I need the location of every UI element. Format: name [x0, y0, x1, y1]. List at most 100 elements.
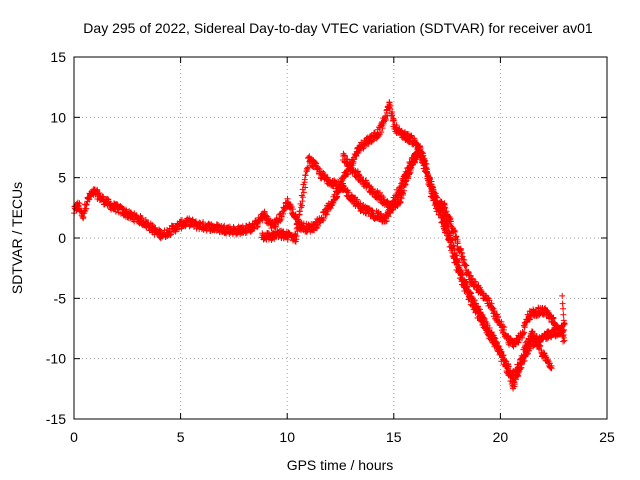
- data-point: [419, 154, 426, 161]
- data-point: [458, 250, 465, 257]
- data-point: [560, 334, 567, 341]
- data-point: [411, 158, 418, 165]
- data-point: [488, 331, 495, 338]
- data-point: [437, 208, 444, 215]
- data-point: [100, 193, 107, 200]
- data-point: [349, 162, 356, 169]
- data-point: [500, 326, 507, 333]
- data-point: [438, 215, 445, 222]
- data-point: [457, 245, 464, 252]
- data-point: [387, 103, 394, 110]
- series-tertiary-track: [339, 144, 568, 392]
- data-point: [302, 184, 309, 191]
- data-point: [83, 201, 90, 208]
- data-point: [521, 329, 528, 336]
- data-point: [466, 272, 473, 279]
- y-tick-label: 0: [58, 230, 66, 246]
- data-point: [433, 203, 440, 210]
- data-point: [559, 300, 566, 307]
- data-point: [408, 132, 415, 139]
- data-point: [520, 330, 527, 337]
- data-point: [461, 280, 468, 287]
- data-point: [439, 219, 446, 226]
- data-point: [315, 222, 322, 229]
- data-point: [377, 210, 384, 217]
- x-tick-label: 25: [599, 429, 615, 445]
- data-point: [499, 352, 506, 359]
- data-point: [306, 153, 313, 160]
- data-point: [561, 326, 568, 333]
- x-tick-label: 5: [177, 429, 185, 445]
- data-point: [380, 194, 387, 201]
- data-point: [449, 245, 456, 252]
- data-point: [301, 176, 308, 183]
- data-point: [284, 236, 291, 243]
- data-point: [83, 201, 90, 208]
- x-tick-label: 10: [279, 429, 295, 445]
- data-point: [374, 210, 381, 217]
- data-point: [400, 190, 407, 197]
- data-point: [423, 169, 430, 176]
- data-point: [200, 219, 207, 226]
- chart-title: Day 295 of 2022, Sidereal Day-to-day VTE…: [83, 20, 593, 36]
- data-point: [139, 215, 146, 222]
- data-point: [511, 381, 518, 388]
- data-point: [401, 187, 408, 194]
- data-point: [293, 233, 300, 240]
- x-tick-label: 15: [386, 429, 402, 445]
- y-tick-label: 5: [58, 170, 66, 186]
- data-point: [389, 108, 396, 115]
- data-point: [384, 112, 391, 119]
- data-point: [453, 258, 460, 265]
- data-point: [299, 194, 306, 201]
- data-point: [559, 292, 566, 299]
- data-point: [168, 229, 175, 236]
- data-point: [340, 182, 347, 189]
- y-tick-label: -5: [54, 290, 67, 306]
- data-point: [560, 305, 567, 312]
- data-point: [303, 168, 310, 175]
- data-point: [489, 304, 496, 311]
- data-point: [560, 311, 567, 318]
- data-point: [354, 196, 361, 203]
- data-point: [450, 228, 457, 235]
- data-point: [421, 162, 428, 169]
- data-point: [322, 211, 329, 218]
- data-point: [440, 201, 447, 208]
- data-point: [495, 345, 502, 352]
- data-point: [481, 317, 488, 324]
- data-point: [287, 202, 294, 209]
- data-point: [330, 199, 337, 206]
- y-axis-label: SDTVAR / TECUs: [9, 182, 25, 294]
- data-point: [398, 195, 405, 202]
- data-point: [441, 201, 448, 208]
- data-point: [459, 276, 466, 283]
- data-point: [512, 376, 519, 383]
- y-tick-label: 10: [50, 109, 66, 125]
- data-point: [443, 230, 450, 237]
- data-point: [452, 228, 459, 235]
- x-tick-label: 0: [70, 429, 78, 445]
- data-point: [560, 317, 567, 324]
- axes: 0 5 10 15 20 25 -15 -10 -5 0 5 10 15: [46, 49, 615, 445]
- data-point: [295, 216, 302, 223]
- data-point: [323, 211, 330, 218]
- data-point: [363, 177, 370, 184]
- data-point: [295, 217, 302, 224]
- data-point: [504, 365, 511, 372]
- data-point: [302, 172, 309, 179]
- data-point: [482, 322, 489, 329]
- data-point: [378, 129, 385, 136]
- data-point: [104, 195, 111, 202]
- data-point: [355, 149, 362, 156]
- data-point: [345, 189, 352, 196]
- data-point: [471, 303, 478, 310]
- data-point: [344, 156, 351, 163]
- data-point: [416, 144, 423, 151]
- data-point: [418, 153, 425, 160]
- data-point: [473, 307, 480, 314]
- data-point: [386, 99, 393, 106]
- data-point: [465, 269, 472, 276]
- data-point: [494, 313, 501, 320]
